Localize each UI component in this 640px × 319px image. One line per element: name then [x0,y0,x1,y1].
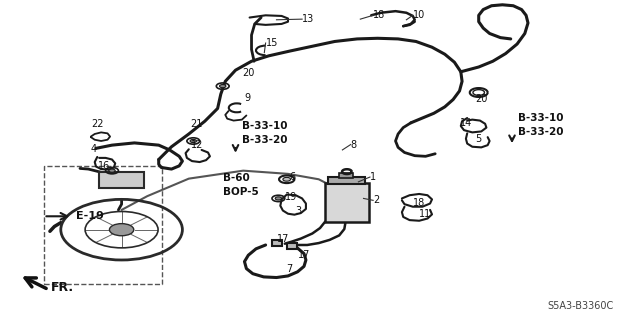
Text: B-33-20: B-33-20 [242,135,287,145]
Text: 9: 9 [244,93,251,103]
Text: 19: 19 [285,192,297,202]
Circle shape [109,169,115,172]
Text: 11: 11 [419,209,431,219]
Text: 6: 6 [289,172,296,182]
Text: 8: 8 [351,139,357,150]
Bar [325,183,369,222]
Text: 18: 18 [413,197,425,208]
Text: 1: 1 [370,172,376,182]
Circle shape [109,224,134,236]
Text: 3: 3 [296,205,302,216]
Text: S5A3-B3360C: S5A3-B3360C [547,301,614,311]
Text: BOP-5: BOP-5 [223,187,259,197]
Text: E-19: E-19 [76,211,104,221]
Bar [287,243,297,249]
Bar [272,240,282,246]
Text: 13: 13 [302,14,314,24]
Circle shape [220,85,226,88]
Text: 15: 15 [266,38,278,48]
Text: FR.: FR. [51,281,74,293]
Text: 4: 4 [91,144,97,154]
Text: 14: 14 [460,118,472,128]
Text: 17: 17 [298,249,310,260]
Bar [339,173,353,178]
Bar [328,177,365,184]
Text: 21: 21 [191,119,203,129]
Text: 12: 12 [191,140,203,150]
Circle shape [275,197,282,200]
Text: 10: 10 [413,10,425,20]
Text: 20: 20 [475,94,487,104]
Circle shape [190,139,196,143]
Text: B-33-10: B-33-10 [518,113,564,123]
Text: B-60: B-60 [223,173,250,183]
Text: 22: 22 [91,119,104,130]
Text: 5: 5 [475,134,481,144]
Text: 17: 17 [276,234,289,244]
Circle shape [283,177,291,181]
Text: B-33-20: B-33-20 [518,127,564,137]
Text: 16: 16 [98,161,110,171]
Text: 2: 2 [373,195,380,205]
Bar [44,166,162,284]
Text: B-33-10: B-33-10 [242,121,287,131]
FancyArrowPatch shape [46,213,67,219]
Text: 7: 7 [286,264,292,274]
Bar [99,172,144,188]
Text: 18: 18 [373,10,385,20]
Text: 20: 20 [242,68,254,78]
